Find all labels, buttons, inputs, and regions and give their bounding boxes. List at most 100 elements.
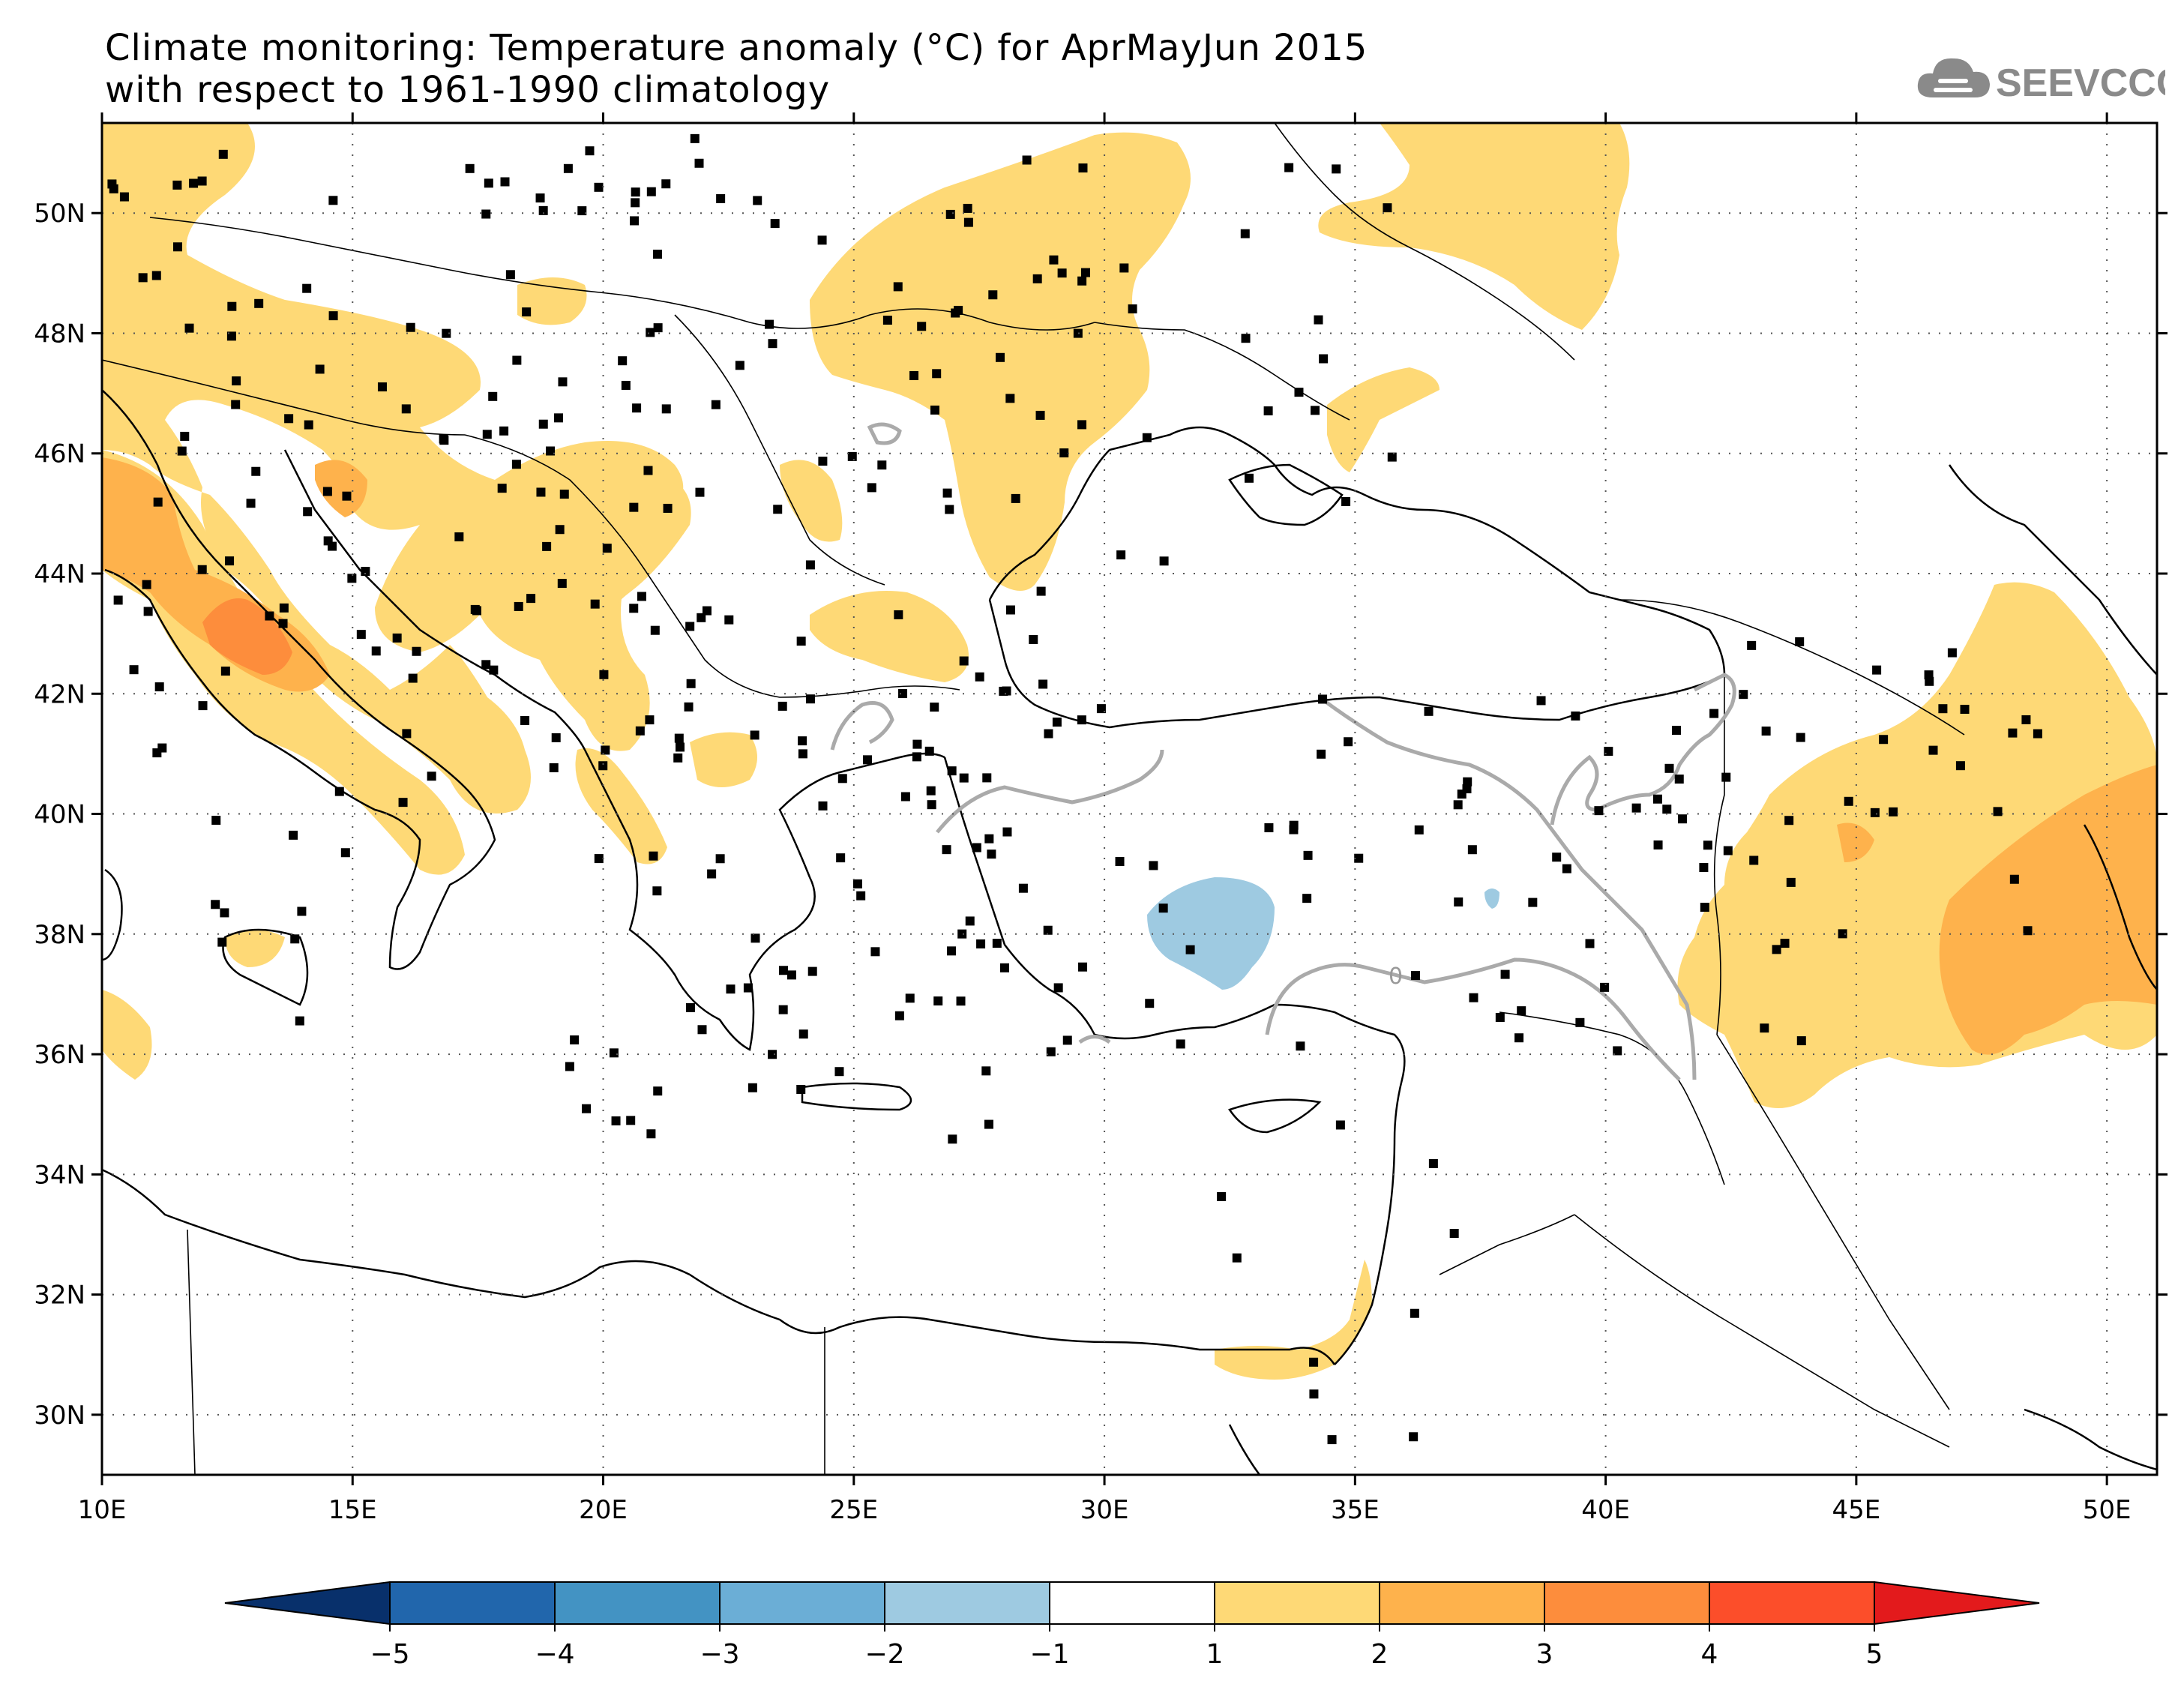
- station-marker: [818, 801, 828, 811]
- station-marker: [211, 900, 220, 909]
- contour-turkey-west: [936, 749, 1164, 834]
- station-marker: [697, 613, 706, 622]
- station-marker: [1457, 790, 1466, 799]
- station-marker: [570, 1035, 580, 1044]
- station-marker: [577, 206, 587, 216]
- station-marker: [109, 184, 118, 193]
- station-marker: [535, 193, 545, 203]
- station-marker: [465, 163, 475, 173]
- station-marker: [225, 556, 235, 566]
- station-marker: [1022, 155, 1032, 165]
- station-marker: [1062, 1035, 1072, 1045]
- station-marker: [512, 355, 522, 365]
- station-marker: [926, 786, 936, 796]
- station-marker: [673, 753, 683, 763]
- station-marker: [177, 446, 187, 456]
- station-marker: [439, 436, 449, 445]
- station-marker: [1552, 852, 1562, 862]
- station-marker: [1302, 894, 1312, 903]
- station-marker: [959, 773, 969, 783]
- station-marker: [1514, 1033, 1524, 1043]
- station-marker: [1314, 315, 1323, 325]
- station-marker: [323, 536, 333, 546]
- station-marker: [1011, 493, 1020, 503]
- station-marker: [499, 426, 509, 436]
- station-marker: [747, 1083, 757, 1092]
- station-marker: [1128, 304, 1137, 313]
- station-marker: [1760, 1023, 1769, 1033]
- station-marker: [347, 574, 357, 583]
- station-marker: [847, 451, 857, 461]
- station-marker: [1613, 1046, 1622, 1056]
- station-marker: [690, 133, 700, 143]
- station-marker: [805, 694, 815, 704]
- station-marker: [609, 1048, 619, 1058]
- border-russia: [1274, 123, 1575, 361]
- station-marker: [1653, 840, 1663, 849]
- station-marker: [1335, 1120, 1345, 1130]
- station-marker: [565, 1062, 574, 1071]
- station-marker: [768, 339, 777, 349]
- station-marker: [1889, 807, 1898, 817]
- station-marker: [1453, 800, 1463, 810]
- colorbar-label: −3: [700, 1639, 739, 1670]
- lat-tick-label: 44N: [34, 559, 85, 589]
- station-marker: [779, 966, 789, 975]
- station-marker: [254, 298, 264, 308]
- colorbar-label: 2: [1371, 1639, 1389, 1670]
- station-marker: [900, 792, 910, 802]
- seevccc-logo: SEEVCCC: [1910, 45, 2184, 112]
- station-marker: [1838, 929, 1847, 939]
- station-marker: [877, 460, 887, 470]
- station-marker: [1993, 807, 2003, 817]
- station-marker: [1495, 1012, 1505, 1022]
- anomaly-region-iran-west: [1939, 765, 2157, 1055]
- station-marker: [231, 400, 241, 409]
- title-line-1: Climate monitoring: Temperature anomaly …: [105, 27, 1368, 69]
- contour-label: 0: [1389, 963, 1403, 990]
- station-marker: [1536, 696, 1546, 706]
- station-marker: [1217, 1191, 1227, 1201]
- coastline-sardinia: [102, 868, 123, 961]
- station-marker: [716, 193, 726, 203]
- station-marker: [520, 715, 530, 725]
- station-marker: [1263, 406, 1273, 415]
- station-marker: [585, 146, 595, 156]
- station-marker: [695, 487, 705, 497]
- station-marker: [837, 774, 847, 784]
- station-marker: [554, 413, 564, 423]
- station-marker: [514, 601, 523, 611]
- station-marker: [297, 906, 307, 916]
- station-marker: [328, 311, 338, 321]
- cloud-icon: [1917, 58, 1990, 97]
- station-marker: [631, 198, 640, 208]
- station-marker: [1761, 727, 1771, 736]
- station-marker: [497, 484, 507, 493]
- lon-tick-label: 30E: [1080, 1495, 1129, 1525]
- station-marker: [265, 611, 274, 621]
- colorbar-label: −5: [370, 1639, 409, 1670]
- station-marker: [1575, 1017, 1585, 1027]
- station-marker: [1078, 163, 1088, 173]
- station-marker: [999, 963, 1009, 972]
- lon-tick-label: 20E: [579, 1495, 628, 1525]
- station-marker: [856, 891, 866, 900]
- station-marker: [184, 323, 194, 333]
- station-marker: [1796, 733, 1805, 742]
- anomaly-region-romania: [810, 591, 969, 682]
- station-marker: [328, 196, 338, 205]
- station-marker: [602, 544, 612, 553]
- station-marker: [724, 615, 734, 625]
- station-marker: [924, 746, 934, 756]
- station-marker: [653, 249, 663, 259]
- station-marker: [1571, 711, 1580, 721]
- station-marker: [1115, 857, 1125, 867]
- station-marker: [1467, 845, 1477, 855]
- station-marker: [663, 503, 673, 513]
- station-marker: [402, 729, 412, 739]
- coastline-red-sea: [1228, 1424, 1261, 1475]
- lon-tick-label: 25E: [829, 1495, 878, 1525]
- station-marker: [1585, 939, 1595, 948]
- station-marker: [686, 679, 696, 688]
